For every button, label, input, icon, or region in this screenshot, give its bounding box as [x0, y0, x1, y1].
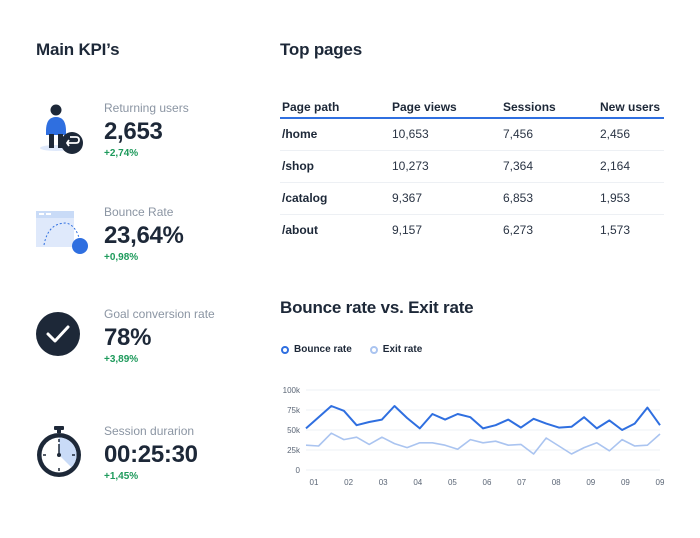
kpi-returning-users: Returning users 2,653 +2,74%: [36, 101, 256, 173]
legend-item-exit-rate[interactable]: Exit rate: [369, 344, 423, 355]
kpi-bounce-rate: Bounce Rate 23,64% +0,98%: [36, 205, 256, 277]
stopwatch-icon: [36, 424, 90, 484]
table-header-row: Page path Page views Sessions New users: [280, 96, 664, 119]
top-pages-title: Top pages: [280, 40, 362, 59]
cell-new-users: 2,456: [598, 118, 664, 151]
cell-new-users: 1,953: [598, 182, 664, 215]
checkmark-circle-icon: [36, 307, 90, 367]
bounce-page-icon: [36, 205, 90, 265]
cell-sessions: 7,364: [501, 150, 598, 183]
cell-page-path: /shop: [280, 150, 390, 183]
x-tick-label: 02: [344, 478, 353, 487]
kpi-delta: +1,45%: [104, 471, 139, 482]
cell-sessions: 6,853: [501, 182, 598, 215]
x-tick-label: 01: [310, 478, 319, 487]
cell-new-users: 1,573: [600, 223, 631, 238]
kpi-value: 00:25:30: [104, 441, 198, 468]
kpi-delta: +2,74%: [104, 148, 139, 159]
cell-page-path: /about: [282, 223, 318, 238]
x-tick-label: 06: [483, 478, 492, 487]
kpi-value: 2,653: [104, 118, 163, 145]
legend-item-bounce-rate[interactable]: Bounce rate: [281, 344, 352, 355]
table-row[interactable]: /home 10,653 7,456 2,456: [280, 118, 664, 151]
table-row[interactable]: /catalog 9,367 6,853 1,953: [280, 182, 664, 215]
kpi-value: 23,64%: [104, 222, 184, 249]
bounce-exit-line-chart: 0 25k 50k 75k 100k 01 02 03 04 05 06 07 08 09 09 09: [283, 386, 665, 487]
series-line-bounce-rate: [305, 405, 661, 431]
x-tick-label: 07: [517, 478, 526, 487]
column-header-new-users[interactable]: New users: [598, 96, 664, 119]
kpi-label: Returning users: [104, 101, 189, 115]
cell-page-path: /catalog: [280, 182, 390, 215]
kpi-value: 78%: [104, 324, 152, 351]
chart-title: Bounce rate vs. Exit rate: [280, 298, 474, 317]
kpi-delta: +0,98%: [104, 252, 139, 263]
x-tick-label: 09: [586, 478, 595, 487]
kpi-session-duration: Session durarion 00:25:30 +1,45%: [36, 424, 256, 496]
series-line-exit-rate: [305, 432, 661, 455]
legend-marker-icon: [369, 345, 378, 354]
top-pages-table: Page path Page views Sessions New users …: [280, 96, 664, 246]
table-row[interactable]: /about 9,157 6,273 1,573: [280, 214, 664, 246]
x-tick-label: 05: [448, 478, 457, 487]
table-row[interactable]: /shop 10,273 7,364 2,164: [280, 150, 664, 183]
cell-sessions: 7,456: [501, 118, 598, 151]
x-tick-label: 09: [656, 478, 665, 487]
kpi-label: Session durarion: [104, 424, 195, 438]
kpi-delta: +3,89%: [104, 354, 139, 365]
cell-page-views: 9,157: [392, 223, 423, 238]
y-tick-label: 25k: [287, 446, 301, 455]
legend-label: Bounce rate: [294, 344, 352, 355]
cell-page-views: 10,653: [390, 118, 501, 151]
chart-legend: Bounce rate Exit rate: [281, 344, 422, 355]
x-tick-label: 04: [413, 478, 422, 487]
cell-sessions: 6,273: [503, 223, 534, 238]
kpi-label: Bounce Rate: [104, 205, 174, 219]
x-tick-label: 08: [552, 478, 561, 487]
cell-page-views: 10,273: [390, 150, 501, 183]
y-tick-label: 100k: [283, 386, 301, 395]
legend-label: Exit rate: [382, 344, 423, 355]
y-tick-label: 75k: [287, 406, 301, 415]
kpi-section-title: Main KPI’s: [36, 40, 120, 59]
column-header-sessions[interactable]: Sessions: [501, 96, 598, 119]
column-header-page-path[interactable]: Page path: [280, 96, 390, 119]
returning-user-icon: [36, 101, 90, 161]
y-tick-label: 0: [296, 466, 301, 475]
legend-marker-icon: [281, 345, 289, 354]
kpi-label: Goal conversion rate: [104, 307, 215, 321]
y-tick-label: 50k: [287, 426, 301, 435]
x-tick-label: 03: [379, 478, 388, 487]
x-tick-label: 09: [621, 478, 630, 487]
cell-page-path: /home: [280, 118, 390, 151]
column-header-page-views[interactable]: Page views: [390, 96, 501, 119]
cell-new-users: 2,164: [598, 150, 664, 183]
kpi-goal-conversion: Goal conversion rate 78% +3,89%: [36, 307, 256, 379]
cell-page-views: 9,367: [390, 182, 501, 215]
